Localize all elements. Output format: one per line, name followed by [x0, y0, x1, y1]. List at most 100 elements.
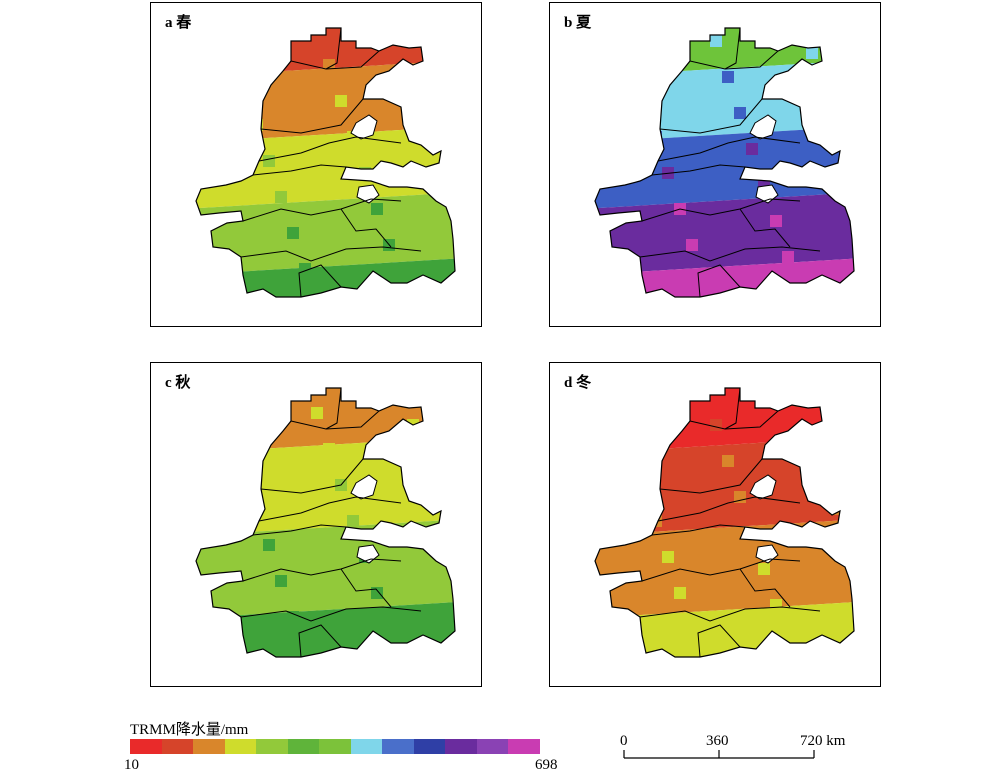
legend-swatch [287, 739, 319, 754]
scale-tick-label-720: 720 km [800, 733, 846, 749]
region-outline [594, 387, 855, 658]
grid-cell [626, 59, 638, 71]
region-outline [195, 387, 456, 658]
province-border [739, 208, 791, 248]
precip-map-spring [195, 27, 467, 311]
legend-swatch [350, 739, 382, 754]
grid-cell [698, 659, 710, 671]
grid-cell [323, 443, 335, 455]
legend-swatch [382, 739, 414, 754]
grid-cell [722, 455, 734, 467]
province-border [240, 246, 422, 262]
province-border [697, 624, 741, 658]
grid-cell [710, 419, 722, 431]
grid-cell [455, 179, 467, 191]
precip-zone [196, 600, 455, 657]
precip-map-summer [594, 27, 855, 311]
legend-swatch [508, 739, 540, 754]
grid-cell [215, 287, 227, 297]
province-border [242, 198, 402, 222]
province-border [697, 264, 741, 298]
grid-cell [311, 299, 323, 311]
legend-swatch [256, 739, 288, 754]
legend-color-bar [130, 739, 540, 754]
grid-cell [455, 563, 467, 575]
grid-cell [758, 563, 770, 575]
province-border [325, 387, 342, 430]
precip-zone [595, 59, 854, 145]
precip-zone [595, 388, 854, 456]
scale-tick-label-360: 360 [706, 733, 729, 749]
region-hole [749, 474, 777, 500]
grid-cell [227, 431, 239, 443]
province-border [258, 496, 402, 522]
grid-cell [698, 388, 710, 395]
grid-cell [698, 275, 710, 287]
legend-swatch [476, 739, 508, 754]
panel-label: b 夏 [564, 15, 592, 31]
province-border [639, 246, 821, 262]
grid-cell [806, 431, 818, 443]
province-border [657, 136, 801, 162]
legend-swatch [413, 739, 445, 754]
legend-swatch [445, 739, 477, 754]
grid-cell [818, 467, 830, 479]
grid-cell [395, 275, 407, 287]
map-panel-autumn: c 秋 [150, 362, 482, 687]
grid-cell [299, 647, 311, 657]
grid-cell [263, 155, 275, 167]
grid-cell [287, 611, 299, 623]
province-border [651, 524, 746, 536]
province-border [724, 27, 741, 70]
legend-swatch [319, 739, 351, 754]
province-border [659, 458, 763, 494]
grid-cell [431, 107, 443, 119]
legend-swatch [130, 739, 162, 754]
grid-cell [614, 299, 626, 311]
grid-cell [842, 539, 854, 551]
grid-cell [602, 263, 614, 275]
grid-cell [595, 227, 602, 239]
province-border [298, 264, 342, 298]
region-hole [749, 114, 777, 140]
region-outline [594, 27, 855, 298]
province-border [252, 164, 347, 176]
region-hole [350, 474, 378, 500]
grid-cell [686, 239, 698, 251]
province-border [258, 136, 402, 162]
precip-map-autumn [195, 387, 467, 671]
grid-cell [419, 455, 431, 467]
grid-cell [770, 599, 782, 611]
grid-cell [251, 503, 263, 515]
province-border [290, 50, 380, 70]
province-border [260, 458, 364, 494]
legend-swatch [224, 739, 256, 754]
province-border [252, 524, 347, 536]
grid-cell [287, 227, 299, 239]
province-border [298, 624, 342, 658]
grid-cell [614, 28, 626, 35]
grid-cell [203, 635, 215, 647]
region-outline [195, 27, 456, 298]
grid-cell [746, 143, 758, 155]
grid-cell [203, 251, 215, 263]
province-border [340, 208, 392, 248]
scale-tick-label-0: 0 [620, 733, 628, 749]
precip-zone [595, 600, 854, 657]
grid-cell [395, 659, 407, 671]
grid-cell [263, 539, 275, 551]
grid-cell [794, 287, 806, 297]
grid-cell [722, 71, 734, 83]
grid-cell [595, 611, 602, 623]
grid-cell [347, 515, 359, 527]
grid-cell [275, 191, 287, 203]
grid-cell [710, 35, 722, 47]
grid-cell [854, 575, 866, 587]
province-border [689, 410, 779, 430]
province-border [240, 606, 422, 622]
province-border [739, 568, 791, 608]
grid-cell [196, 599, 203, 611]
grid-cell [371, 203, 383, 215]
province-border [659, 98, 763, 134]
precip-zone [196, 28, 455, 79]
